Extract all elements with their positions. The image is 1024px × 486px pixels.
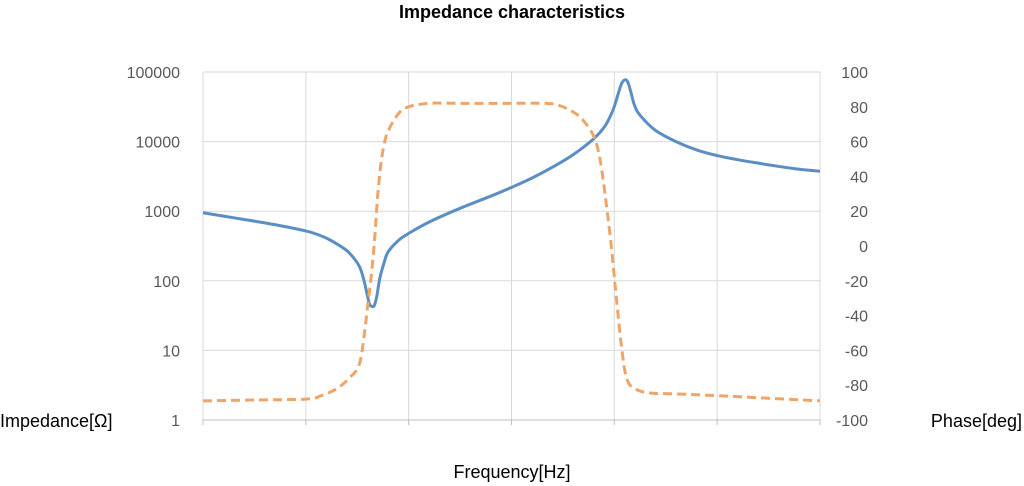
y-right-tick-label: 100	[841, 65, 868, 82]
y-right-tick-label: 80	[850, 100, 868, 117]
y-left-axis-label: Impedance[Ω]	[0, 411, 113, 431]
grid	[202, 71, 821, 425]
y-left-tick-label: 100	[153, 274, 180, 291]
chart-title: Impedance characteristics	[399, 2, 625, 22]
impedance-series-line	[202, 78, 821, 309]
tick-labels: 1 10 100 1000 10000 100000 -100 -80 -60 -40 -20 0 20…	[127, 65, 868, 430]
y-left-tick-label: 10000	[136, 135, 181, 152]
y-right-tick-label: -100	[836, 413, 868, 430]
y-left-tick-label: 100000	[127, 65, 180, 82]
y-right-tick-label: 60	[850, 135, 868, 152]
x-axis-label: Frequency[Hz]	[453, 462, 570, 482]
y-right-tick-label: 0	[859, 239, 868, 256]
y-left-tick-label: 1000	[144, 204, 180, 221]
y-right-tick-label: -20	[845, 274, 868, 291]
y-left-tick-label: 1	[171, 413, 180, 430]
phase-series-line	[202, 101, 821, 403]
y-right-tick-label: -60	[845, 343, 868, 360]
y-right-tick-label: -40	[845, 309, 868, 326]
y-right-tick-label: 20	[850, 204, 868, 221]
y-right-axis-label: Phase[deg]	[931, 411, 1022, 431]
y-right-tick-label: 40	[850, 169, 868, 186]
series-layer	[202, 78, 821, 403]
y-left-tick-label: 10	[162, 343, 180, 360]
y-right-tick-label: -80	[845, 378, 868, 395]
